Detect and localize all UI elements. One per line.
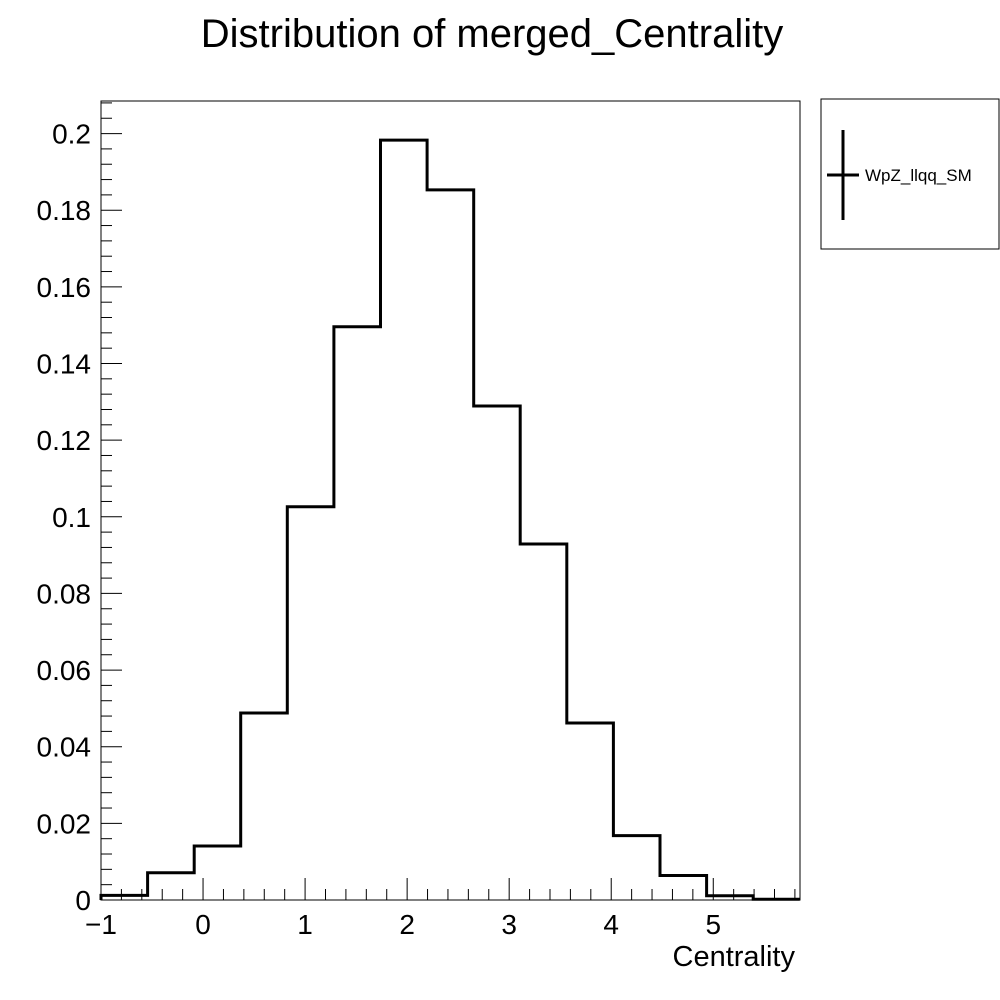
x-tick-label: −1 <box>85 909 117 940</box>
y-tick-label: 0.08 <box>37 578 92 609</box>
plot-frame <box>100 100 801 901</box>
y-tick-label: 0.04 <box>37 732 92 763</box>
histogram-series-line <box>99 138 800 901</box>
x-axis-title: Centrality <box>673 941 796 973</box>
x-axis-tick-labels: −1 0 1 2 3 4 5 <box>85 909 721 940</box>
y-tick-label: 0.12 <box>37 425 92 456</box>
y-axis-tick-labels: 0 0.02 0.04 0.06 0.08 0.1 0.12 0.14 0.16 0.18 0.2 <box>37 119 92 916</box>
y-tick-label: 0.2 <box>52 119 91 150</box>
y-tick-label: 0.06 <box>37 655 92 686</box>
legend-entry-label: WpZ_llqq_SM <box>865 166 972 185</box>
x-tick-label: 5 <box>705 909 721 940</box>
x-tick-label: 0 <box>195 909 211 940</box>
x-tick-label: 2 <box>399 909 415 940</box>
x-tick-label: 4 <box>603 909 619 940</box>
y-tick-label: 0.02 <box>37 808 92 839</box>
y-tick-label: 0.16 <box>37 272 92 303</box>
x-axis-ticks <box>100 878 796 900</box>
y-tick-label: 0.1 <box>52 502 91 533</box>
chart-title: Distribution of merged_Centrality <box>201 12 783 56</box>
legend: WpZ_llqq_SM <box>820 98 1000 250</box>
y-tick-label: 0.18 <box>37 195 92 226</box>
x-tick-label: 3 <box>501 909 517 940</box>
x-tick-label: 1 <box>297 909 313 940</box>
y-axis-ticks <box>101 102 122 901</box>
y-tick-label: 0.14 <box>37 349 92 380</box>
y-tick-label: 0 <box>75 885 91 916</box>
